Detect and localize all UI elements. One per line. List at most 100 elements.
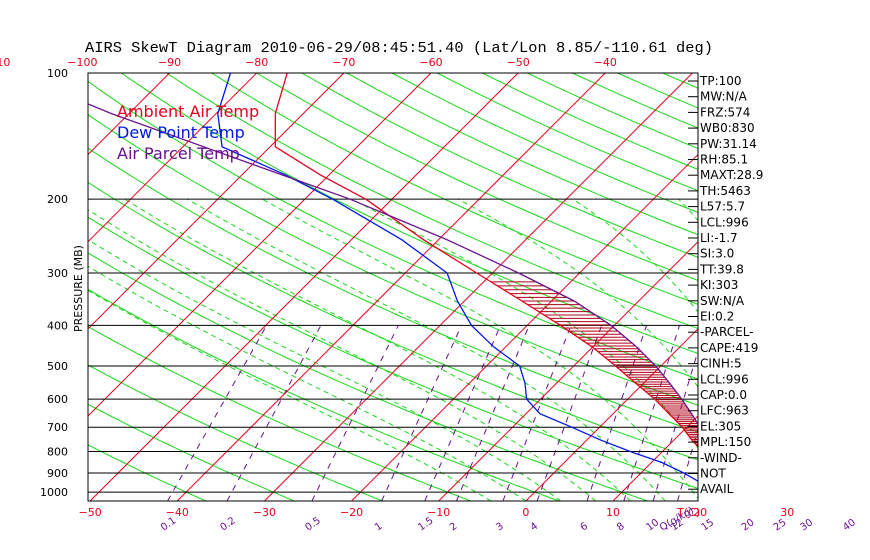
index-entry: -WIND-: [700, 451, 742, 465]
pressure-tick-label: 400: [47, 319, 68, 332]
index-entry: L57:5.7: [700, 200, 745, 214]
mixing-ratio-line: [780, 325, 819, 501]
index-entry: LFC:963: [700, 404, 749, 418]
isotherm-line: [88, 73, 170, 156]
dry-adiabat-line: [88, 403, 295, 501]
moist-adiabats: [88, 198, 698, 501]
mixing-ratio-label: 1: [373, 521, 385, 534]
mixing-ratio-label: 0.2: [218, 515, 237, 533]
index-entry: AVAIL: [700, 482, 734, 496]
index-entry: SI:3.0: [700, 247, 734, 261]
bottom-temp-tick-label: −20: [340, 506, 363, 519]
dry-adiabat-line: [88, 80, 698, 380]
isotherm-line: [351, 153, 698, 501]
index-entry: CAPE:419: [700, 341, 758, 355]
mixing-ratio-line: [226, 325, 322, 501]
mixing-ratio-label: 30: [798, 517, 815, 533]
dry-adiabat-line: [346, 73, 698, 236]
isotherm-line: [525, 328, 698, 501]
moist-adiabat-line: [262, 198, 698, 500]
mixing-ratio-lines: [167, 325, 843, 501]
index-entry: LI:-1.7: [700, 231, 738, 245]
dry-adiabat-line: [256, 73, 698, 282]
index-entry: NOT: [700, 467, 726, 481]
bottom-temp-tick-label: −40: [166, 506, 189, 519]
pressure-tick-label: 900: [47, 467, 68, 480]
dry-adiabat-line: [753, 73, 870, 501]
index-entry: MAXT:28.9: [700, 168, 763, 182]
top-temp-tick-label: −110: [0, 56, 10, 69]
mixing-ratio-line: [381, 325, 462, 501]
bottom-temp-tick-label: −30: [253, 506, 276, 519]
mixing-ratio-label: 20: [740, 517, 757, 533]
dewpoint-temp-line: [217, 73, 698, 482]
index-entry: PW:31.14: [700, 137, 757, 151]
pressure-tick-label: 200: [47, 193, 68, 206]
cape-hatch-area: [491, 281, 698, 447]
pressure-tick-label: 100: [47, 67, 68, 80]
isotherm-line: [88, 73, 258, 243]
isotherm-line: [89, 73, 519, 501]
top-temp-tick-label: −60: [419, 56, 442, 69]
top-temp-tick-label: −100: [67, 56, 97, 69]
moist-adiabat-line: [88, 209, 596, 501]
index-entry: EL:305: [700, 419, 741, 433]
x-axis-label: T(C): [676, 506, 700, 519]
index-entry: EI:0.2: [700, 310, 734, 324]
mixing-ratio-line: [502, 325, 572, 501]
mixing-ratio-line: [167, 325, 268, 501]
isotherms: [88, 73, 698, 501]
mixing-ratio-label: 6: [579, 521, 591, 534]
dry-adiabat-line: [88, 216, 698, 489]
dry-adiabat-line: [121, 73, 698, 355]
index-entry: TP:100: [699, 74, 742, 88]
isotherm-line: [88, 73, 432, 417]
pressure-tick-label: 300: [47, 267, 68, 280]
top-temp-tick-label: −40: [594, 56, 617, 69]
bottom-temp-tick-label: −50: [79, 506, 102, 519]
mixing-ratio-label: 40: [841, 517, 858, 533]
bottom-temp-tick-labels: −50 −40 −30 −20 −10 0 10 20 30: [79, 506, 795, 519]
mixing-ratio-label: 25: [772, 517, 789, 533]
mixing-ratio-label: 4: [529, 521, 541, 534]
dry-adiabat-line: [88, 181, 698, 461]
moist-adiabat-line: [88, 265, 527, 501]
dry-adiabat-line: [88, 147, 698, 433]
index-entry: TT:39.8: [699, 262, 744, 276]
index-entry: MW:N/A: [700, 90, 748, 104]
mixing-ratio-label: 15: [700, 517, 717, 533]
top-temp-tick-label: −50: [507, 56, 530, 69]
mixing-ratio-label: 2: [448, 521, 460, 534]
dry-adiabat-line: [88, 444, 206, 501]
index-entry: MPL:150: [700, 435, 751, 449]
mixing-ratio-line: [807, 325, 843, 501]
pressure-tick-label: 500: [47, 360, 68, 373]
moist-adiabat-line: [351, 198, 698, 449]
bottom-temp-tick-label: 10: [606, 506, 620, 519]
index-entry: WB0:830: [700, 121, 755, 135]
moist-adiabat-line: [187, 198, 666, 501]
dry-adiabat-line: [211, 73, 698, 305]
isotherm-line: [88, 73, 345, 330]
legend-dewpoint: Dew Point Temp: [117, 123, 245, 142]
moist-adiabat-line: [88, 289, 492, 501]
index-entry: KI:303: [700, 278, 738, 292]
top-temp-tick-label: −80: [245, 56, 268, 69]
ambient-temp-line: [274, 73, 698, 448]
index-entry: RH:85.1: [700, 153, 748, 167]
mixing-ratio-line: [311, 325, 399, 501]
dry-adiabat-line: [662, 73, 698, 89]
dry-adiabat-line: [88, 326, 472, 501]
y-axis-label: PRESSURE (MB): [72, 245, 85, 332]
bottom-temp-tick-label: −10: [427, 506, 450, 519]
dry-adiabat-line: [843, 73, 870, 501]
dry-adiabat-line: [88, 252, 648, 501]
pressure-tick-label: 600: [47, 393, 68, 406]
moist-adiabat-line: [88, 239, 561, 501]
legend-parcel: Air Parcel Temp: [117, 144, 240, 163]
bottom-temp-tick-label: 20: [693, 506, 707, 519]
index-entry: LCL:996: [700, 215, 749, 229]
legend-ambient: Ambient Air Temp: [117, 102, 259, 121]
